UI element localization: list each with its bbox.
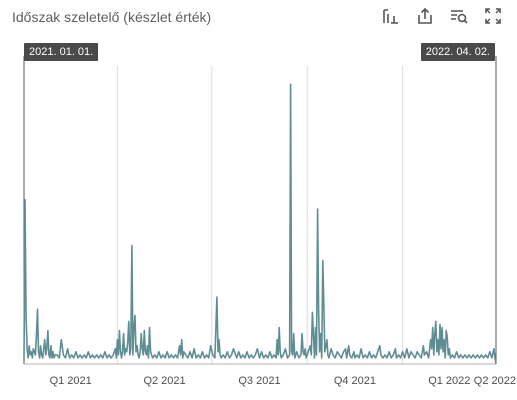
slicer-start-date[interactable]: 2021. 01. 01. bbox=[24, 43, 99, 61]
x-tick-label: Q1 2022 bbox=[428, 375, 470, 387]
export-icon[interactable] bbox=[415, 6, 435, 26]
pin-icon[interactable] bbox=[381, 6, 401, 26]
x-tick-label: Q3 2021 bbox=[238, 375, 280, 387]
focus-search-icon[interactable] bbox=[449, 6, 469, 26]
x-tick-label: Q1 2021 bbox=[50, 375, 92, 387]
visual-toolbar bbox=[381, 6, 503, 26]
x-tick-label: Q2 2022 bbox=[474, 375, 516, 387]
series-line bbox=[23, 83, 497, 365]
x-tick-label: Q2 2021 bbox=[143, 375, 185, 387]
visual-title: Időszak szeletelő (készlet érték) bbox=[12, 9, 212, 25]
slicer-end-date[interactable]: 2022. 04. 02. bbox=[420, 43, 495, 61]
x-tick-label: Q4 2021 bbox=[334, 375, 376, 387]
expand-icon[interactable] bbox=[483, 6, 503, 26]
